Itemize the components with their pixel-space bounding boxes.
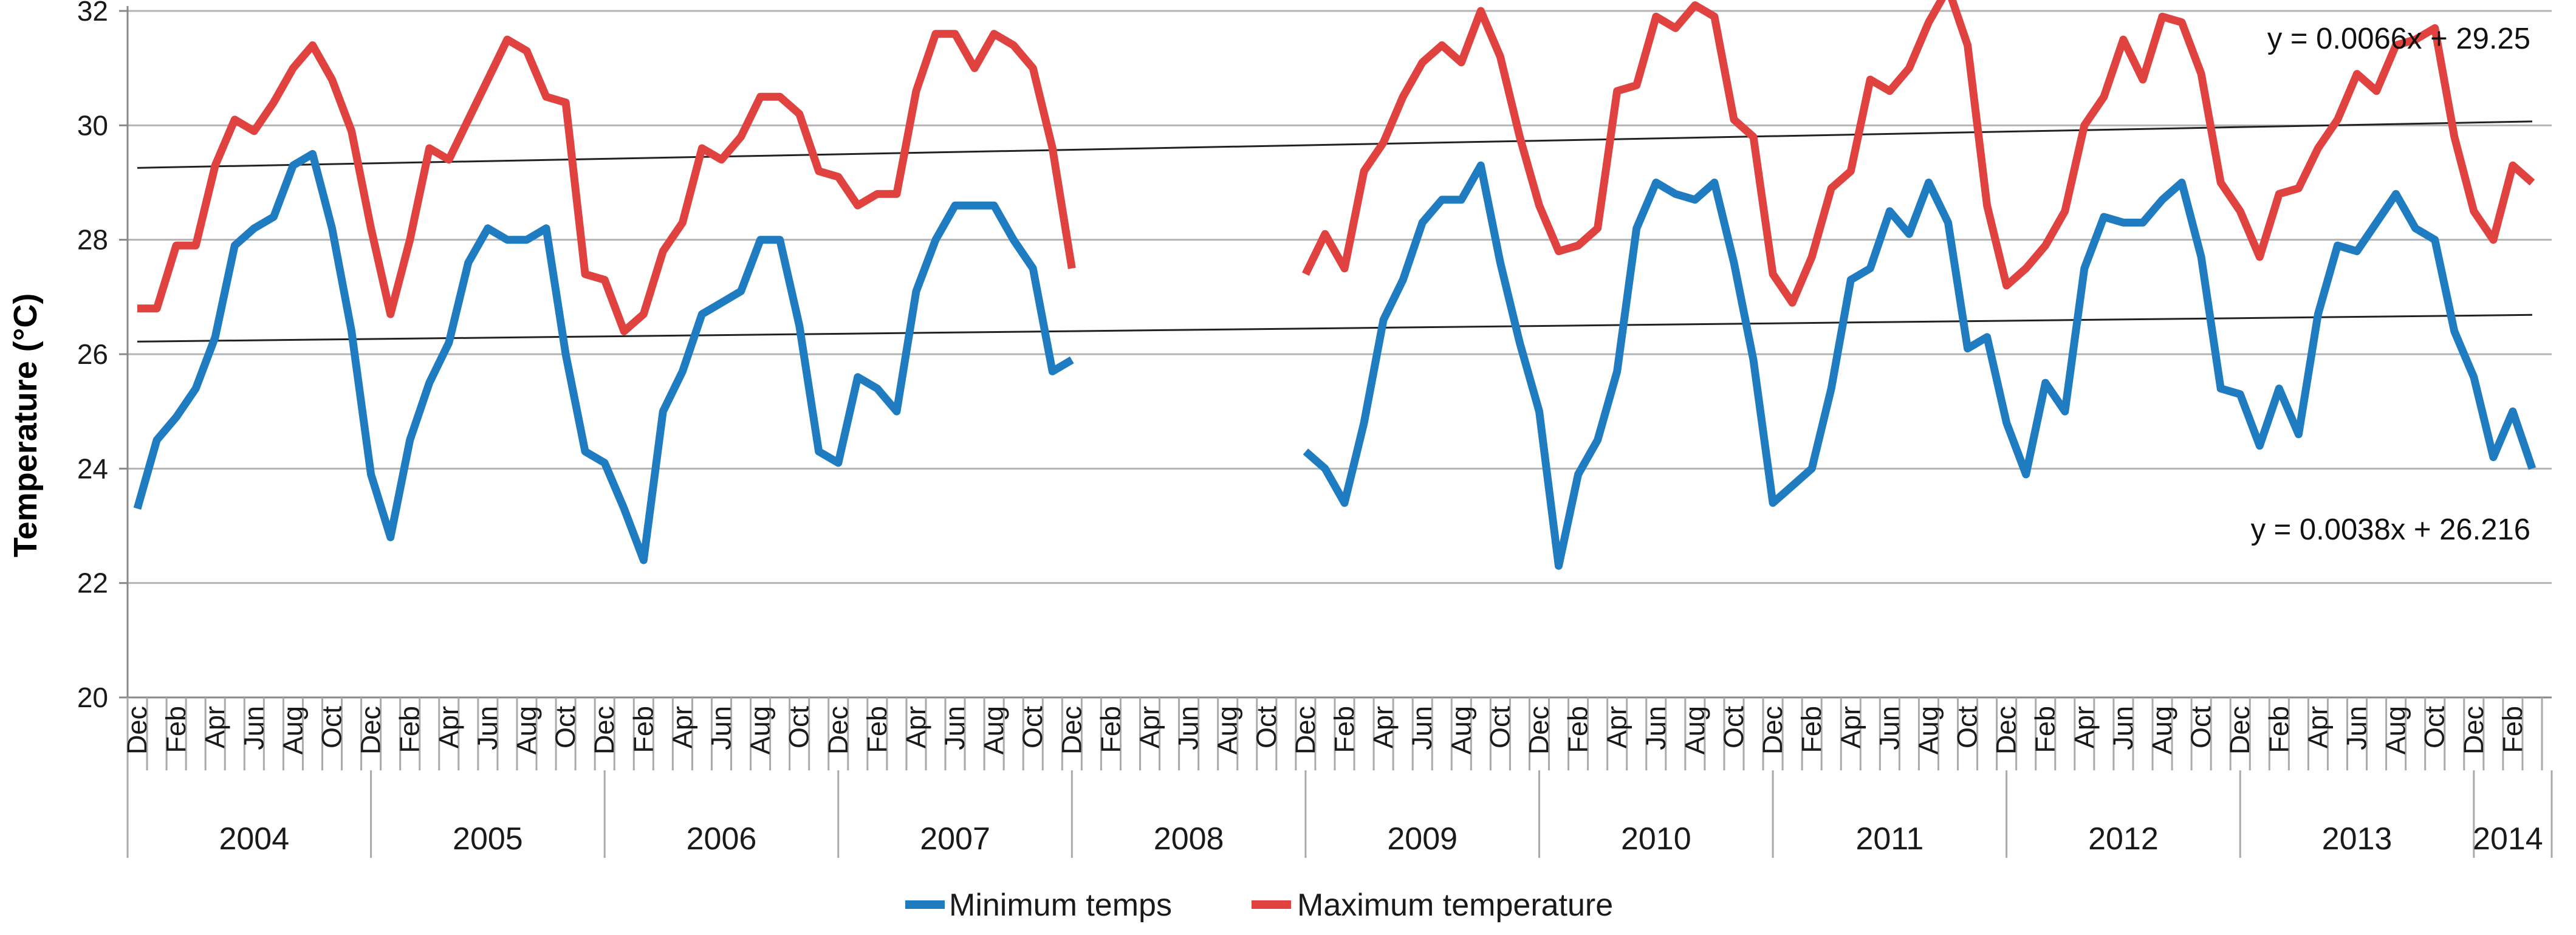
x-tick-label: Dec [1757, 706, 1788, 755]
year-label: 2009 [1387, 821, 1458, 857]
x-tick-label: Dec [2224, 706, 2255, 755]
x-tick-label: Feb [862, 706, 892, 753]
x-tick-label: Feb [1329, 706, 1360, 753]
x-tick-label: Apr [666, 706, 697, 748]
x-tick-label: Oct [550, 706, 581, 749]
year-label: 2013 [2322, 821, 2393, 857]
x-tick-label: Jun [472, 706, 503, 750]
x-tick-label: Apr [2302, 706, 2333, 748]
x-tick-label: Aug [1212, 706, 1243, 755]
x-tick-label: Aug [2380, 706, 2411, 755]
x-tick-label: Apr [900, 706, 931, 748]
x-tick-label: Dec [122, 706, 152, 755]
year-label: 2007 [920, 821, 990, 857]
x-tick-label: Jun [2341, 706, 2372, 750]
year-label: 2008 [1154, 821, 1224, 857]
x-tick-label: Feb [2497, 706, 2528, 753]
x-tick-label: Oct [1952, 706, 1983, 749]
x-tick-label: Apr [199, 706, 230, 748]
x-tick-labels: Dec Feb Apr Jun Aug Oct Dec Feb Apr Jun Aug Oct Dec F… [122, 706, 2528, 755]
x-tick-label: Oct [1718, 706, 1749, 749]
x-tick-label: Feb [394, 706, 425, 753]
x-tick-label: Feb [628, 706, 659, 753]
year-label: 2010 [1621, 821, 1691, 857]
x-tick-label: Dec [1991, 706, 2022, 755]
trendline-min [137, 313, 2532, 343]
trendline-max [137, 120, 2532, 169]
x-tick-label: Feb [2030, 706, 2061, 753]
x-tick-label: Apr [1368, 706, 1399, 748]
x-tick-label: Jun [705, 706, 736, 750]
x-tick-label: Oct [1484, 706, 1515, 749]
legend: Minimum temps Maximum temperature [905, 888, 1613, 923]
x-tick-label: Aug [2146, 706, 2177, 755]
x-tick-label: Feb [160, 706, 191, 753]
trendline-label-min: y = 0.0038x + 26.216 [2251, 513, 2530, 546]
axes [126, 6, 2553, 858]
y-tick-label: 32 [77, 0, 108, 27]
y-tick-label: 30 [77, 109, 108, 141]
x-tick-label: Aug [1913, 706, 1944, 755]
x-tick-label: Aug [511, 706, 542, 755]
x-tick-label: Jun [939, 706, 970, 750]
year-label: 2011 [1855, 821, 1923, 857]
x-tick-label: Dec [823, 706, 854, 755]
trendline-label-max: y = 0.0066x + 29.25 [2267, 22, 2530, 55]
y-tick-label: 26 [77, 338, 108, 370]
x-tick-label: Oct [784, 706, 815, 749]
x-tick-label: Apr [1601, 706, 1632, 748]
x-tick-label: Oct [317, 706, 348, 749]
year-label: 2012 [2088, 821, 2159, 857]
x-tick-label: Dec [1056, 706, 1087, 755]
x-tick-label: Apr [433, 706, 464, 748]
legend-label-minimum: Minimum temps [949, 888, 1172, 923]
x-tick-label: Dec [355, 706, 386, 755]
x-tick-label: Aug [277, 706, 308, 755]
x-tick-label: Oct [2185, 706, 2216, 749]
x-tick-label: Jun [1640, 706, 1671, 750]
year-label: 2005 [453, 821, 523, 857]
x-tick-label: Aug [978, 706, 1009, 755]
trendlines [137, 120, 2532, 343]
series-line-minimum [133, 149, 2537, 570]
y-tick-label: 22 [77, 567, 108, 599]
y-tick-label: 28 [77, 224, 108, 256]
x-tick-label: Dec [1290, 706, 1321, 755]
x-tick-label: Jun [238, 706, 269, 750]
year-label: 2004 [219, 821, 289, 857]
x-tick-label: Dec [1523, 706, 1554, 755]
x-tick-label: Jun [2108, 706, 2139, 750]
x-tick-label: Feb [1095, 706, 1126, 753]
x-tick-label: Oct [1251, 706, 1282, 749]
x-tick-label: Feb [2263, 706, 2294, 753]
year-label: 2006 [687, 821, 757, 857]
legend-label-maximum: Maximum temperature [1297, 888, 1613, 923]
y-axis-label: Temperature (°C) [7, 293, 44, 558]
series-lines [133, 0, 2537, 570]
series-line-maximum [137, 0, 2535, 335]
y-tick-label: 20 [77, 682, 108, 713]
x-tick-label: Jun [1406, 706, 1437, 750]
x-tick-label: Aug [1679, 706, 1710, 755]
x-tick-label: Aug [1445, 706, 1476, 755]
x-tick-label: Jun [1874, 706, 1905, 750]
x-tick-label: Feb [1796, 706, 1827, 753]
x-tick-label: Dec [589, 706, 620, 755]
x-tick-label: Apr [1835, 706, 1866, 748]
gridlines [119, 10, 2552, 699]
y-tick-labels: 20 22 24 26 28 30 32 [77, 0, 108, 713]
year-labels: 2004 2005 2006 2007 2008 2009 2010 2011 2012 2013… [219, 821, 2543, 857]
x-tick-label: Oct [2419, 706, 2450, 749]
year-label: 2014 [2473, 821, 2543, 857]
y-tick-label: 24 [77, 453, 108, 484]
x-tick-label: Dec [2458, 706, 2489, 755]
x-tick-label: Apr [1134, 706, 1165, 748]
x-tick-label: Aug [745, 706, 776, 755]
x-tick-label: Oct [1017, 706, 1048, 749]
x-tick-label: Jun [1173, 706, 1204, 750]
x-tick-label: Feb [1563, 706, 1594, 753]
x-tick-label: Apr [2069, 706, 2100, 748]
